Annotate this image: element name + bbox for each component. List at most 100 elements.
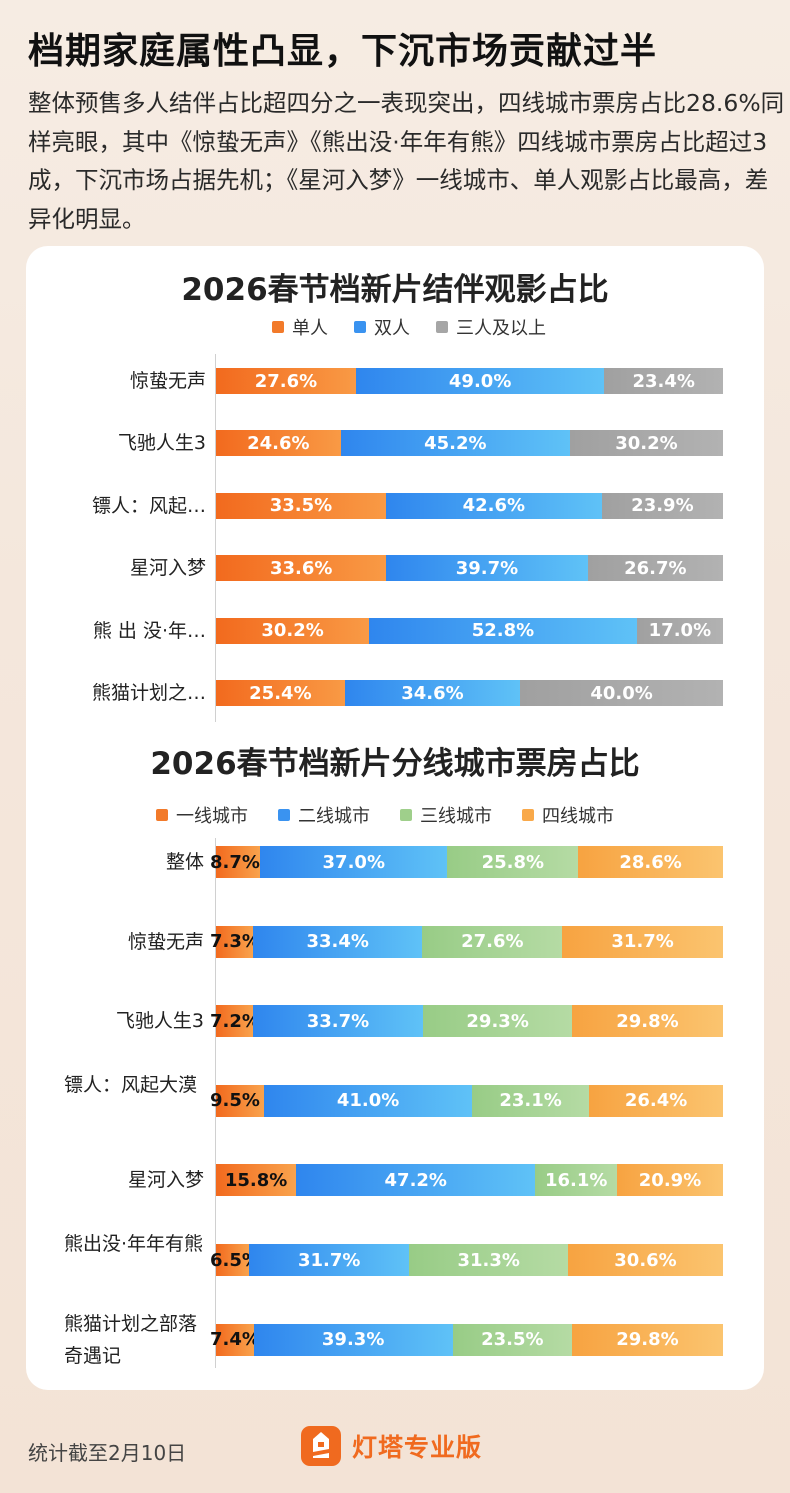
bar-segment: 15.8% (216, 1164, 297, 1197)
bar-segment: 25.8% (447, 846, 579, 878)
data-label: 15.8% (224, 1169, 288, 1191)
category-label: 飞驰人生3 (115, 1010, 204, 1033)
data-label: 29.8% (616, 1010, 679, 1032)
bar-segment: 23.5% (452, 1323, 572, 1356)
category-label: 熊 出 没·年… (92, 619, 206, 642)
data-label: 30.2% (615, 432, 678, 454)
bar-segment: 23.4% (604, 368, 723, 394)
bar-segment: 40.0% (520, 680, 723, 706)
legend-item: 二线城市 (278, 802, 370, 828)
legend-item: 三线城市 (400, 802, 492, 828)
bar-segment: 31.3% (409, 1244, 568, 1276)
bar-segment: 29.8% (571, 1005, 723, 1038)
bar-segment: 29.8% (571, 1323, 723, 1356)
bar-segment: 9.5% (210, 1084, 265, 1117)
data-label: 49.0% (448, 370, 512, 392)
bar-segment: 20.9% (617, 1164, 723, 1197)
data-label: 24.6% (247, 432, 310, 454)
bar-segment: 25.4% (216, 680, 345, 706)
bar-segment: 33.7% (252, 1005, 424, 1038)
legend-item: 四线城市 (522, 802, 614, 828)
bar-segment: 34.6% (344, 680, 521, 706)
legend-label: 三线城市 (420, 806, 492, 827)
data-label: 39.7% (455, 557, 519, 579)
bar-segment: 45.2% (340, 430, 570, 457)
data-label: 16.1% (544, 1169, 608, 1191)
chart-title: 2026春节档新片结伴观影占比 (181, 272, 609, 308)
legend-label: 单人 (292, 318, 328, 339)
data-label: 31.7% (297, 1249, 361, 1271)
data-label: 30.2% (261, 620, 324, 642)
category-label: 镖人：风起大漠 (64, 1073, 198, 1096)
data-label: 9.5% (210, 1090, 260, 1112)
bar-segment: 31.7% (562, 925, 723, 958)
bar-segment: 28.6% (578, 846, 723, 878)
chart-card: 2026春节档新片结伴观影占比单人 双人 三人及以上惊蛰无声 27.6% 49.0% 23… (26, 246, 764, 1390)
legend-item: 三人及以上 (436, 314, 546, 340)
data-label: 31.3% (457, 1249, 520, 1271)
data-label: 40.0% (590, 682, 653, 704)
bar-segment: 7.2% (210, 1005, 260, 1038)
bar-segment: 42.6% (385, 492, 602, 519)
bar-segment: 29.3% (423, 1005, 572, 1038)
data-label: 23.1% (499, 1090, 562, 1112)
data-label: 26.7% (624, 557, 687, 579)
bar-segment: 26.7% (587, 555, 723, 582)
data-label: 42.6% (462, 495, 526, 517)
bar-segment: 7.3% (210, 925, 260, 958)
category-label: 星河入梦 (127, 1169, 204, 1192)
category-label: 惊蛰无声 (129, 370, 206, 392)
bar-segment: 52.8% (369, 617, 637, 644)
legend-item: 双人 (354, 314, 410, 340)
bar-segment: 39.7% (386, 555, 588, 582)
data-label: 29.8% (616, 1329, 679, 1351)
category-label: 熊出没·年年有熊 (64, 1233, 204, 1255)
data-label: 28.6% (619, 851, 682, 873)
data-label: 33.7% (306, 1010, 370, 1032)
data-label: 52.8% (471, 620, 535, 642)
chart-legend: 一线城市 二线城市 三线城市 四线城市 (156, 802, 644, 828)
data-label: 23.4% (632, 370, 695, 392)
category-label: 熊猫计划之… (91, 682, 206, 704)
legend-label: 一线城市 (176, 806, 248, 827)
legend-label: 三人及以上 (456, 318, 546, 339)
legend-swatch (278, 809, 290, 821)
legend-label: 四线城市 (542, 806, 614, 827)
page-headline: 档期家庭属性凸显，下沉市场贡献过半 (28, 31, 658, 72)
data-label: 34.6% (401, 682, 464, 704)
chart-title: 2026春节档新片分线城市票房占比 (150, 746, 640, 782)
legend-swatch (272, 321, 284, 333)
category-label: 整体 (165, 851, 204, 873)
data-label: 27.6% (461, 931, 524, 953)
data-label: 47.2% (384, 1169, 447, 1191)
category-label: 星河入梦 (129, 557, 206, 580)
bar-segment: 39.3% (253, 1323, 453, 1356)
bar-segment: 37.0% (260, 846, 448, 878)
bar-segment: 49.0% (355, 368, 605, 394)
bar-segment: 26.4% (589, 1084, 723, 1117)
bar-segment: 24.6% (216, 430, 341, 457)
data-label: 7.4% (210, 1329, 260, 1351)
chart-axis (215, 838, 216, 1368)
data-label: 6.5% (210, 1249, 260, 1271)
data-label: 29.3% (466, 1010, 529, 1032)
bar-segment: 30.2% (216, 617, 370, 644)
data-label: 25.4% (249, 682, 312, 704)
bar-segment: 6.5% (210, 1244, 260, 1276)
category-label: 飞驰人生3 (117, 432, 206, 455)
bar-segment: 33.6% (216, 555, 387, 582)
category-label: 惊蛰无声 (127, 930, 204, 953)
bar-segment: 27.6% (216, 368, 356, 394)
data-label: 25.8% (481, 851, 545, 873)
data-label: 7.2% (210, 1010, 260, 1032)
category-label: 熊猫计划之部落奇遇记 (64, 1312, 198, 1367)
data-label: 26.4% (624, 1090, 688, 1112)
data-label: 23.5% (481, 1329, 544, 1351)
chart-axis (215, 354, 216, 722)
data-label: 23.9% (631, 495, 694, 517)
bar-segment: 47.2% (296, 1164, 536, 1197)
data-label: 31.7% (611, 931, 674, 953)
data-label: 30.6% (614, 1249, 677, 1271)
legend-swatch (400, 809, 412, 821)
data-label: 33.4% (306, 931, 369, 953)
